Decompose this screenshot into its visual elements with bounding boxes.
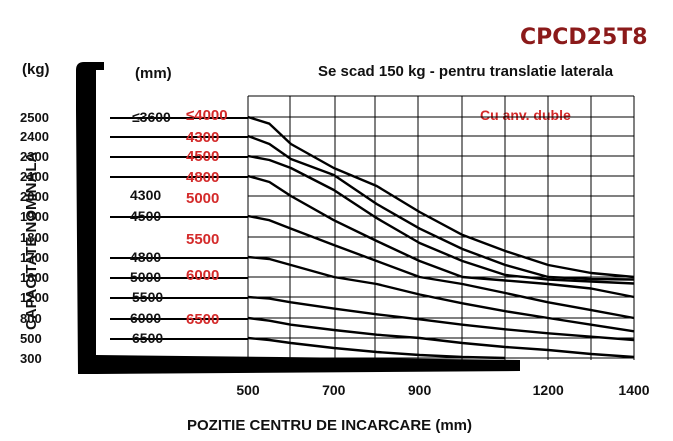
x-tick-label: 500 xyxy=(236,382,260,398)
capacity-curve xyxy=(247,115,635,279)
x-tick-label: 900 xyxy=(408,382,432,398)
mast-height-label: ≤3600 xyxy=(132,109,171,125)
y-tick-label: 2500 xyxy=(20,110,49,125)
x-tick-label: 1200 xyxy=(533,382,564,398)
double-forks-note: Cu anv. duble xyxy=(480,107,571,123)
y-tick-label: 1900 xyxy=(20,209,49,224)
y-tick-label: 2100 xyxy=(20,169,49,184)
capacity-curve xyxy=(247,134,635,281)
y-tick-label: 2300 xyxy=(20,149,49,164)
capacity-curve xyxy=(247,255,635,333)
capacity-curves xyxy=(247,115,635,360)
y-tick-labels: 2500 2400 2300 2100 2000 1900 1800 1700 1600 1200… xyxy=(20,110,49,366)
mast-height-label: 4800 xyxy=(130,249,161,265)
mast-height-label-red: 6500 xyxy=(186,311,219,328)
y-tick-label: 500 xyxy=(20,331,42,346)
capacity-curve xyxy=(247,174,635,299)
y-tick-label: 1700 xyxy=(20,250,49,265)
mast-height-label-red: 4500 xyxy=(186,148,219,165)
mast-height-label-red: 4300 xyxy=(186,129,219,146)
mast-height-label: 4300 xyxy=(130,187,161,203)
height-labels: ≤3600 4300 4500 4800 5000 5500 6000 6500 ≤4000 43… xyxy=(130,107,228,346)
mast-height-label: 5000 xyxy=(130,269,161,285)
y-unit-label: (kg) xyxy=(22,61,50,78)
y-tick-label: 2000 xyxy=(20,189,49,204)
capacity-curve xyxy=(247,295,635,342)
y-tick-label: 800 xyxy=(20,311,42,326)
side-shift-note: Se scad 150 kg - pentru translatie later… xyxy=(318,63,614,80)
x-tick-label: 700 xyxy=(322,382,346,398)
mast-height-label: 5500 xyxy=(132,289,163,305)
mast-height-label-red: 6000 xyxy=(186,267,219,284)
height-unit-label: (mm) xyxy=(135,65,172,82)
y-tick-label: 2400 xyxy=(20,129,49,144)
capacity-curve xyxy=(247,214,635,320)
mast-height-label: 6500 xyxy=(132,330,163,346)
mast-height-label-red: ≤4000 xyxy=(186,107,228,124)
mast-height-label-red: 5000 xyxy=(186,190,219,207)
x-tick-labels: 500 700 900 1200 1400 xyxy=(236,382,649,398)
capacity-curve xyxy=(247,154,635,285)
x-axis-title: POZITIE CENTRU DE INCARCARE (mm) xyxy=(187,417,472,434)
mast-height-label: 4500 xyxy=(130,208,161,224)
mast-height-label: 6000 xyxy=(130,310,161,326)
y-tick-label: 1800 xyxy=(20,230,49,245)
mast-height-label-red: 5500 xyxy=(186,231,219,248)
y-tick-label: 1600 xyxy=(20,270,49,285)
y-tick-label: 300 xyxy=(20,351,42,366)
capacity-curve xyxy=(247,316,635,359)
y-tick-label: 1200 xyxy=(20,290,49,305)
x-tick-label: 1400 xyxy=(618,382,649,398)
y-axis-title: CAPACITATE NOMINALA xyxy=(23,152,40,330)
capacity-curve xyxy=(247,336,506,360)
mast-height-label-red: 4800 xyxy=(186,169,219,186)
chart-title: CPCD25T8 xyxy=(520,25,648,50)
